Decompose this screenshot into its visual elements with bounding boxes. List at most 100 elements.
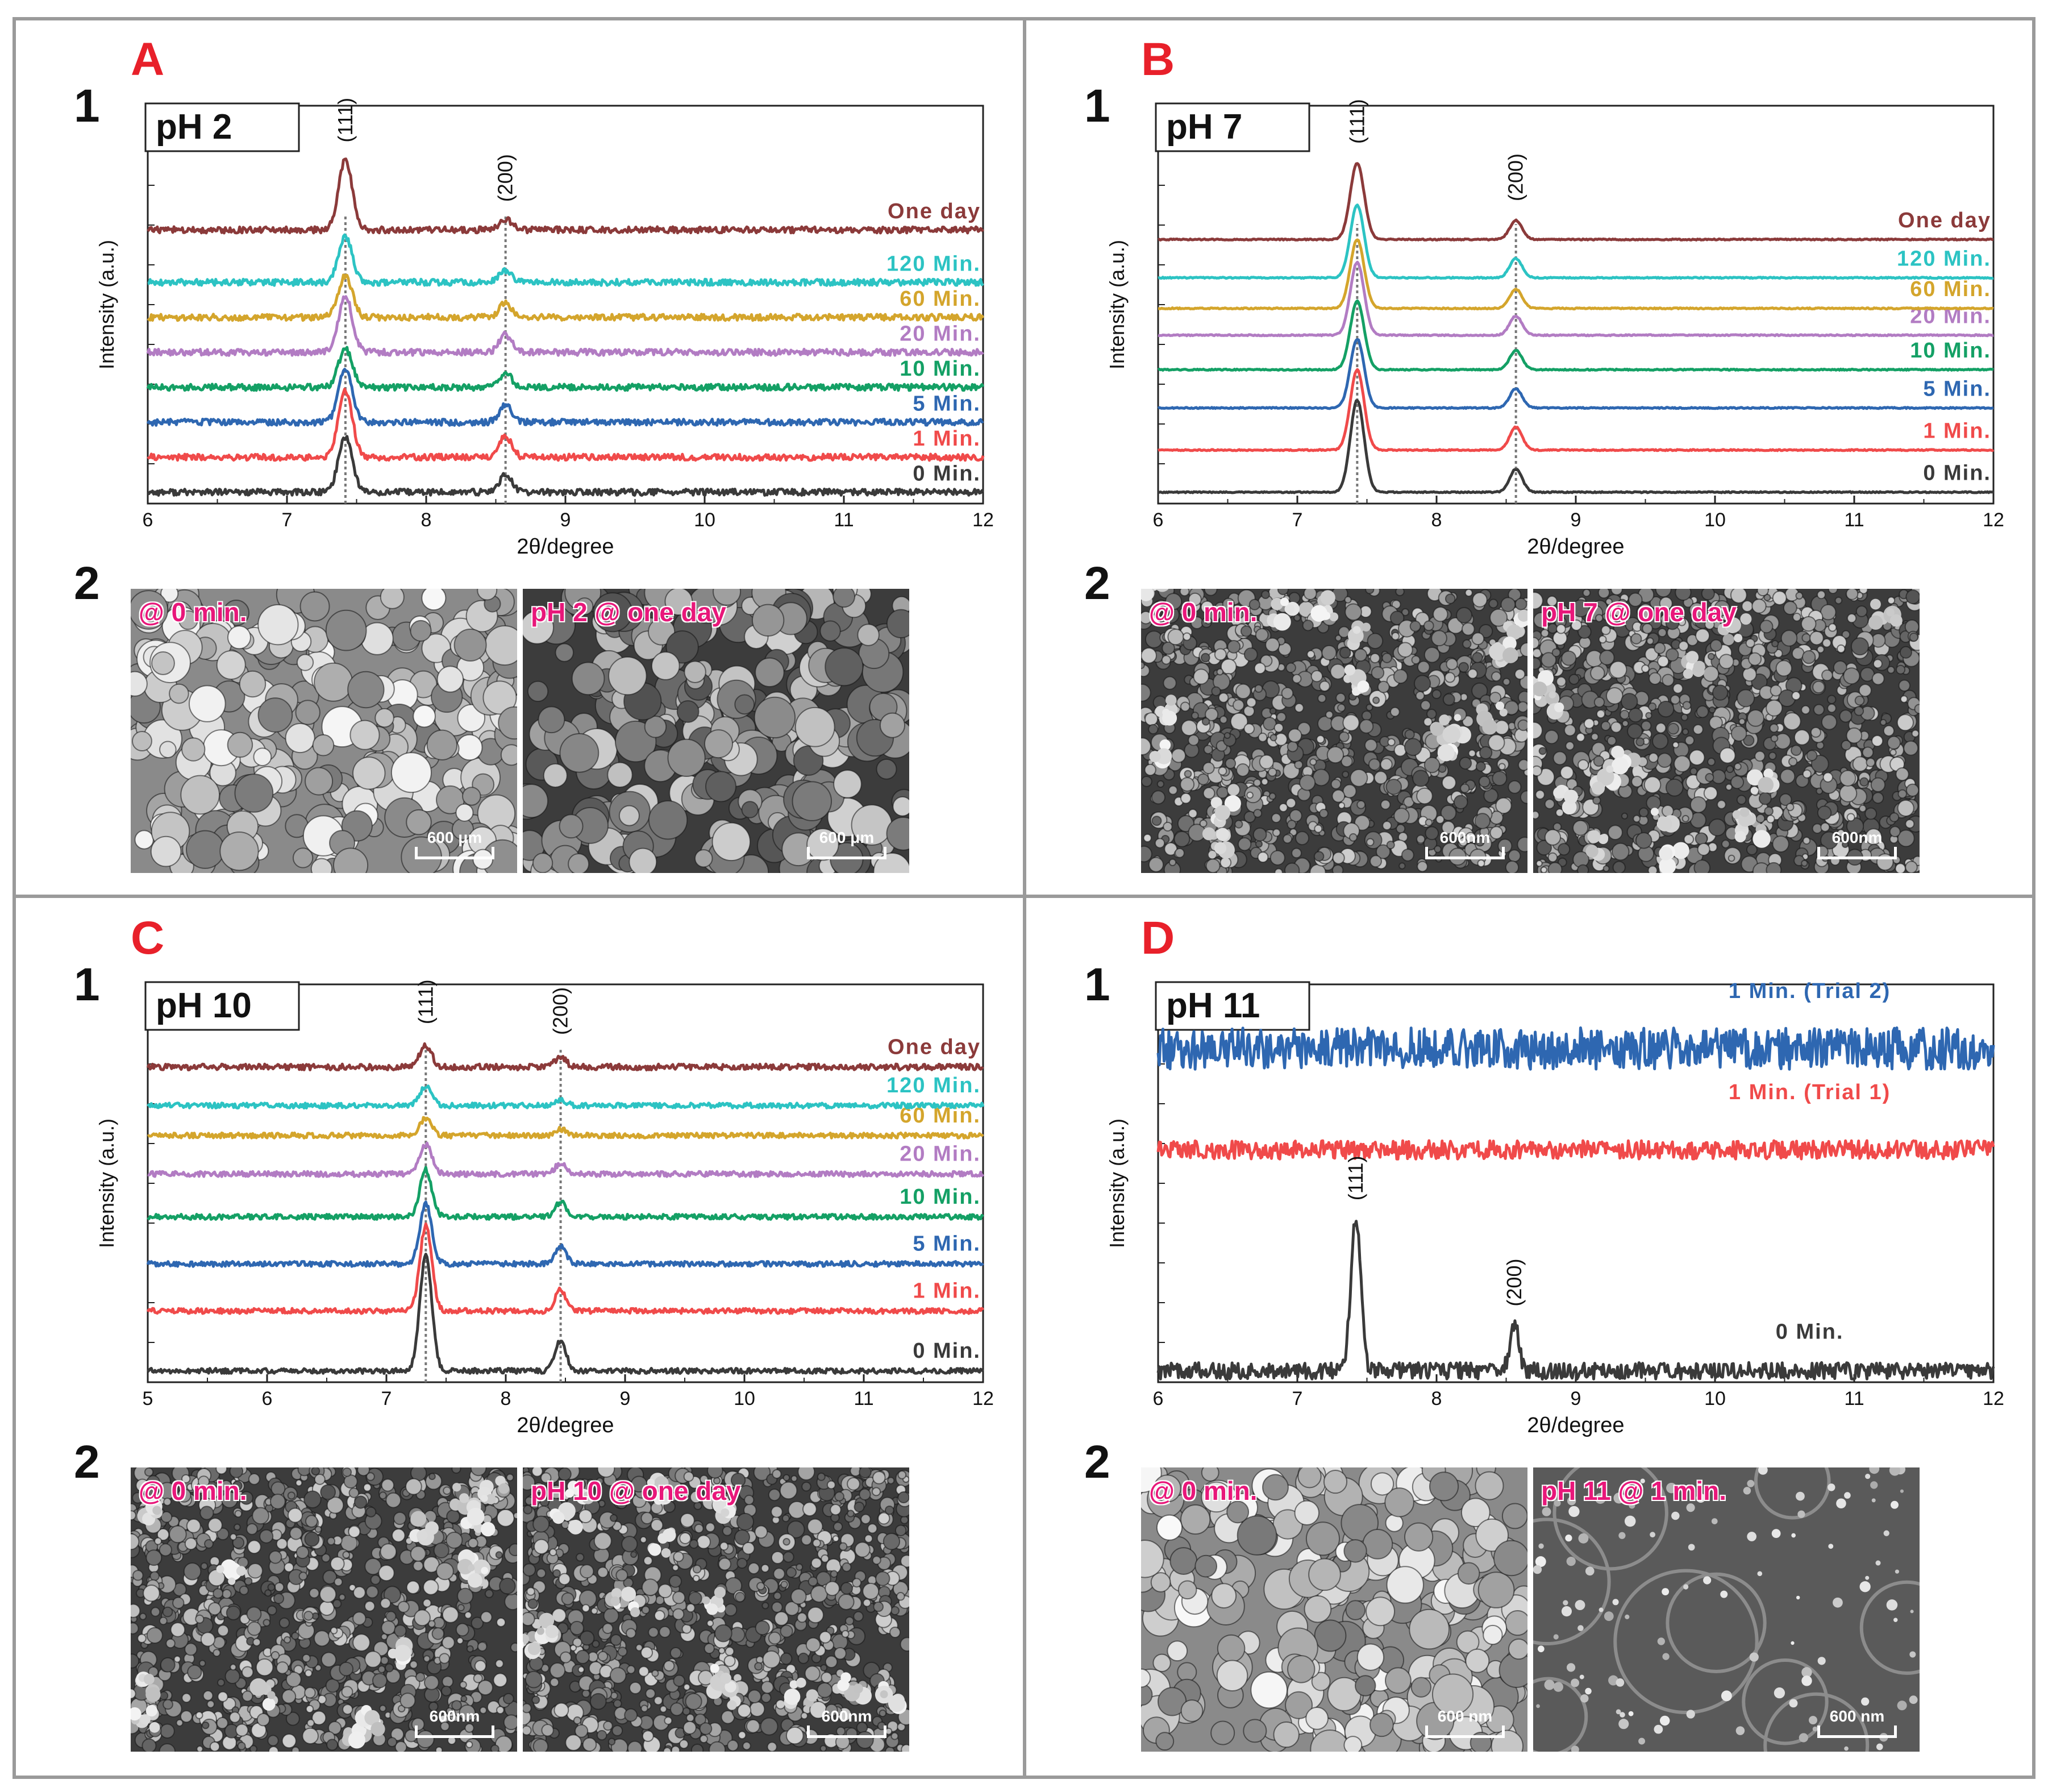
- x-tick-label: 11: [1844, 1388, 1864, 1410]
- scale-bar-label: 600 nm: [1829, 1707, 1885, 1725]
- series-label: One day: [1898, 209, 1991, 232]
- series-label: 1 Min.: [913, 1279, 981, 1303]
- sem-image: @ 0 min. 600 nm: [1141, 1467, 1527, 1752]
- x-tick-label: 11: [854, 1388, 873, 1410]
- series-line: [146, 346, 985, 392]
- y-axis-label: Intensity (a.u.): [95, 1119, 118, 1248]
- sem-image: pH 2 @ one day 600 μm: [523, 589, 909, 873]
- series-line: [1156, 1026, 1995, 1071]
- x-tick-label: 9: [1571, 1388, 1581, 1410]
- series-line: [1158, 238, 1994, 311]
- peak-label: (200): [1502, 1259, 1526, 1307]
- peak-label: (111): [1345, 99, 1368, 144]
- svg-text:pH 11: pH 11: [1166, 986, 1260, 1025]
- row-number-2: 2: [1084, 558, 1110, 609]
- series-label: 60 Min.: [1910, 277, 1991, 301]
- chart-title: pH 7: [1155, 102, 1310, 152]
- series-label: 20 Min.: [900, 322, 981, 346]
- scale-bar: 600 μm: [807, 830, 886, 859]
- x-tick-label: 9: [1571, 509, 1581, 531]
- series-line: [147, 273, 985, 322]
- series-line: [1158, 368, 1995, 452]
- sem-label: @ 0 min.: [1149, 597, 1258, 627]
- x-axis-label: 2θ/degree: [1527, 1413, 1624, 1437]
- x-tick-label: 10: [694, 509, 715, 531]
- x-axis-label: 2θ/degree: [1527, 535, 1624, 559]
- series-label: 60 Min.: [900, 287, 981, 311]
- scale-bar-label: 600nm: [1831, 829, 1883, 846]
- scale-bar: 600nm: [415, 1708, 494, 1738]
- sem-label: @ 0 min.: [139, 1476, 247, 1506]
- x-tick-label: 6: [1153, 1388, 1164, 1410]
- sem-label: @ 0 min.: [139, 597, 247, 627]
- series-line: [1157, 299, 1994, 372]
- scale-bar-label: 600nm: [821, 1707, 872, 1725]
- y-axis-label: Intensity (a.u.): [1105, 1119, 1129, 1248]
- y-axis-label: Intensity (a.u.): [1105, 240, 1129, 369]
- series-line: [146, 368, 984, 427]
- panel-a: A 1 2 6 7 8 9 10 11 12 2θ/degree Intensity (a.u.) pH…: [17, 20, 1029, 896]
- series-line: [1158, 260, 1994, 338]
- sem-image: @ 0 min. 600 μm: [131, 589, 517, 873]
- x-tick-label: 6: [143, 509, 153, 531]
- sem-image: pH 10 @ one day 600nm: [523, 1467, 909, 1752]
- panel-c: C 1 2 5 6 7 8 9 10 11 12 2θ/degree Intensity (a.u.) p…: [17, 899, 1029, 1774]
- x-tick-label: 11: [834, 509, 854, 531]
- sem-label: pH 11 @ 1 min.: [1541, 1476, 1727, 1506]
- x-tick-label: 6: [262, 1388, 273, 1410]
- series-label: 1 Min. (Trial 2): [1729, 979, 1891, 1003]
- x-tick-label: 7: [381, 1388, 392, 1410]
- sem-image: @ 0 min. 600nm: [131, 1467, 517, 1752]
- scale-bar: 600nm: [1425, 830, 1505, 859]
- series-line: [147, 1166, 984, 1221]
- series-line: [1156, 1220, 1995, 1381]
- svg-text:pH 2: pH 2: [156, 107, 232, 147]
- x-tick-label: 9: [620, 1388, 631, 1410]
- series-label: 120 Min.: [886, 1074, 981, 1097]
- scale-bar-label: 600 μm: [819, 829, 875, 846]
- series-label: 1 Min.: [913, 427, 981, 451]
- x-tick-label: 5: [143, 1388, 153, 1410]
- x-tick-label: 12: [972, 509, 994, 531]
- series-label: 1 Min. (Trial 1): [1729, 1080, 1891, 1104]
- x-axis-label: 2θ/degree: [517, 535, 614, 559]
- x-tick-label: 10: [1704, 1388, 1726, 1410]
- row-number-2: 2: [74, 558, 100, 609]
- x-tick-label: 10: [1704, 509, 1726, 531]
- series-line: [1158, 203, 1994, 280]
- panel-divider-vertical: [1023, 17, 1026, 1779]
- x-tick-label: 8: [501, 1388, 511, 1410]
- x-tick-label: 9: [560, 509, 571, 531]
- panel-divider-horizontal: [13, 895, 2035, 898]
- scale-bar: 600nm: [807, 1708, 886, 1738]
- peak-label: (111): [414, 979, 437, 1024]
- peak-label: (200): [1504, 153, 1527, 201]
- row-number-2: 2: [1084, 1436, 1110, 1488]
- plot-area: [1157, 105, 1995, 505]
- y-axis-label: Intensity (a.u.): [95, 240, 118, 369]
- xrd-chart: 6 7 8 9 10 11 12 2θ/degree Intensity (a.u.) pH 11…: [1050, 962, 2028, 1456]
- series-label: 5 Min.: [1923, 377, 1991, 401]
- x-tick-label: 12: [1983, 509, 2004, 531]
- series-line: [147, 1116, 984, 1140]
- series-line: [147, 435, 984, 497]
- scale-bar-label: 600 μm: [427, 829, 482, 846]
- series-line: [147, 233, 984, 287]
- x-tick-label: 8: [1431, 509, 1442, 531]
- x-tick-label: 12: [1983, 1388, 2004, 1410]
- peak-label: (200): [549, 987, 572, 1035]
- sem-label: pH 10 @ one day: [531, 1476, 741, 1506]
- xrd-chart: 5 6 7 8 9 10 11 12 2θ/degree Intensity (a.u.) pH 1…: [40, 962, 1017, 1456]
- series-label: 0 Min.: [913, 1339, 981, 1363]
- panel-letter: B: [1141, 34, 1175, 85]
- scale-bar-label: 600nm: [429, 1707, 480, 1725]
- sem-image: pH 7 @ one day 600nm: [1533, 589, 1920, 873]
- panel-b: B 1 2 6 7 8 9 10 11 12 2θ/degree Intensity (a.u.) pH…: [1027, 20, 2039, 896]
- series-label: 1 Min.: [1923, 419, 1991, 443]
- scale-bar: 600nm: [1817, 830, 1897, 859]
- series-line: [147, 1141, 984, 1178]
- series-label: 5 Min.: [913, 1232, 981, 1256]
- series-label: One day: [888, 1035, 981, 1059]
- chart-title: pH 10: [144, 981, 300, 1031]
- series-line: [147, 157, 985, 235]
